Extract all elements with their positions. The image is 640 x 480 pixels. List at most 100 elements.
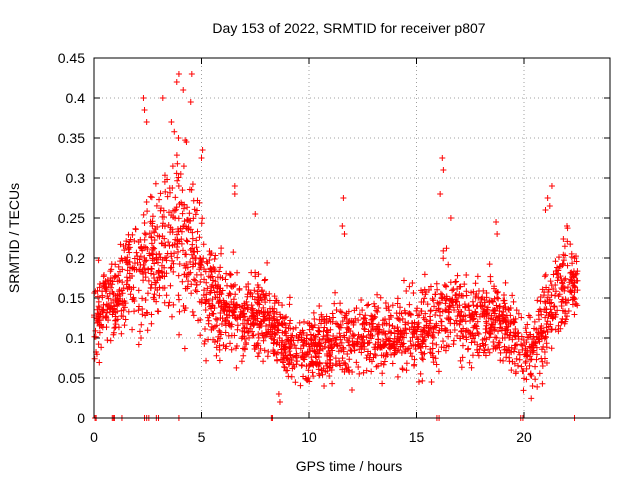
data-point	[469, 316, 476, 323]
data-point	[139, 311, 146, 318]
data-point	[298, 354, 305, 361]
data-point	[438, 344, 445, 351]
data-point	[301, 337, 308, 344]
data-point	[397, 304, 404, 311]
data-point	[174, 254, 181, 261]
data-point	[532, 363, 539, 370]
data-point	[368, 358, 375, 365]
data-point	[286, 345, 293, 352]
data-point	[146, 230, 153, 237]
data-point	[343, 329, 350, 336]
data-point	[403, 288, 410, 295]
data-point	[199, 215, 206, 222]
data-point	[469, 352, 476, 359]
data-point	[208, 269, 215, 276]
data-point	[364, 302, 371, 309]
data-point	[165, 221, 172, 228]
data-point	[324, 327, 331, 334]
data-point	[488, 315, 495, 322]
data-point	[218, 304, 225, 311]
data-point	[546, 203, 553, 209]
data-point	[402, 326, 409, 333]
data-point	[222, 276, 229, 283]
data-point	[574, 277, 581, 284]
data-point	[493, 302, 500, 309]
data-point	[210, 264, 217, 271]
data-point	[252, 273, 259, 280]
data-point	[418, 308, 425, 315]
data-point	[494, 289, 501, 296]
data-point	[155, 308, 162, 315]
data-point	[501, 300, 508, 307]
y-tick-label: 0.05	[58, 370, 85, 386]
data-point	[516, 356, 523, 363]
data-point	[205, 336, 212, 343]
data-point	[377, 294, 384, 301]
data-point	[241, 335, 248, 342]
data-point	[307, 331, 314, 338]
data-point	[296, 319, 303, 326]
data-point	[234, 322, 241, 329]
data-point	[339, 223, 346, 229]
data-point	[490, 345, 497, 352]
data-point	[111, 306, 118, 313]
data-point	[440, 167, 447, 173]
data-point	[339, 355, 346, 362]
data-point	[140, 261, 147, 268]
data-point	[158, 205, 165, 212]
data-point	[435, 305, 442, 312]
data-point	[332, 355, 339, 362]
data-point	[166, 185, 173, 192]
data-point	[175, 134, 182, 141]
data-point	[429, 340, 436, 347]
data-point	[554, 307, 561, 314]
data-point	[96, 280, 103, 287]
data-point	[130, 294, 137, 301]
data-point	[543, 340, 550, 347]
data-point	[199, 147, 206, 153]
data-point	[368, 312, 375, 319]
data-point	[233, 343, 240, 350]
data-point	[143, 309, 150, 316]
data-point	[556, 254, 563, 261]
data-point	[475, 352, 482, 359]
data-point	[180, 303, 187, 310]
data-point	[375, 336, 382, 343]
data-point	[133, 266, 140, 273]
data-point	[440, 255, 447, 262]
data-point	[91, 355, 98, 362]
data-point	[211, 338, 218, 345]
data-point	[310, 373, 317, 380]
data-point	[316, 360, 323, 367]
data-point	[463, 334, 470, 341]
data-point	[275, 391, 282, 397]
data-point	[520, 387, 527, 394]
data-point	[377, 342, 384, 349]
data-point	[122, 243, 129, 250]
data-point	[380, 317, 387, 324]
data-point	[250, 313, 257, 320]
data-point	[472, 280, 479, 287]
data-point	[510, 348, 517, 355]
y-tick-label: 0.2	[66, 250, 86, 266]
data-point	[255, 284, 262, 291]
data-point	[227, 271, 234, 278]
data-point	[548, 183, 555, 189]
data-point	[337, 333, 344, 340]
data-point	[150, 271, 157, 278]
data-point	[410, 290, 417, 297]
data-point	[561, 243, 568, 250]
data-point	[161, 178, 168, 185]
data-point	[154, 277, 161, 284]
data-point	[431, 303, 438, 310]
data-point	[164, 193, 171, 200]
data-point	[360, 369, 367, 376]
data-point	[449, 287, 456, 294]
data-point	[463, 288, 470, 295]
data-point	[171, 241, 178, 248]
data-point	[255, 331, 262, 338]
data-point	[173, 79, 180, 85]
data-point	[479, 311, 486, 318]
data-point	[96, 359, 103, 366]
data-point	[340, 195, 347, 201]
